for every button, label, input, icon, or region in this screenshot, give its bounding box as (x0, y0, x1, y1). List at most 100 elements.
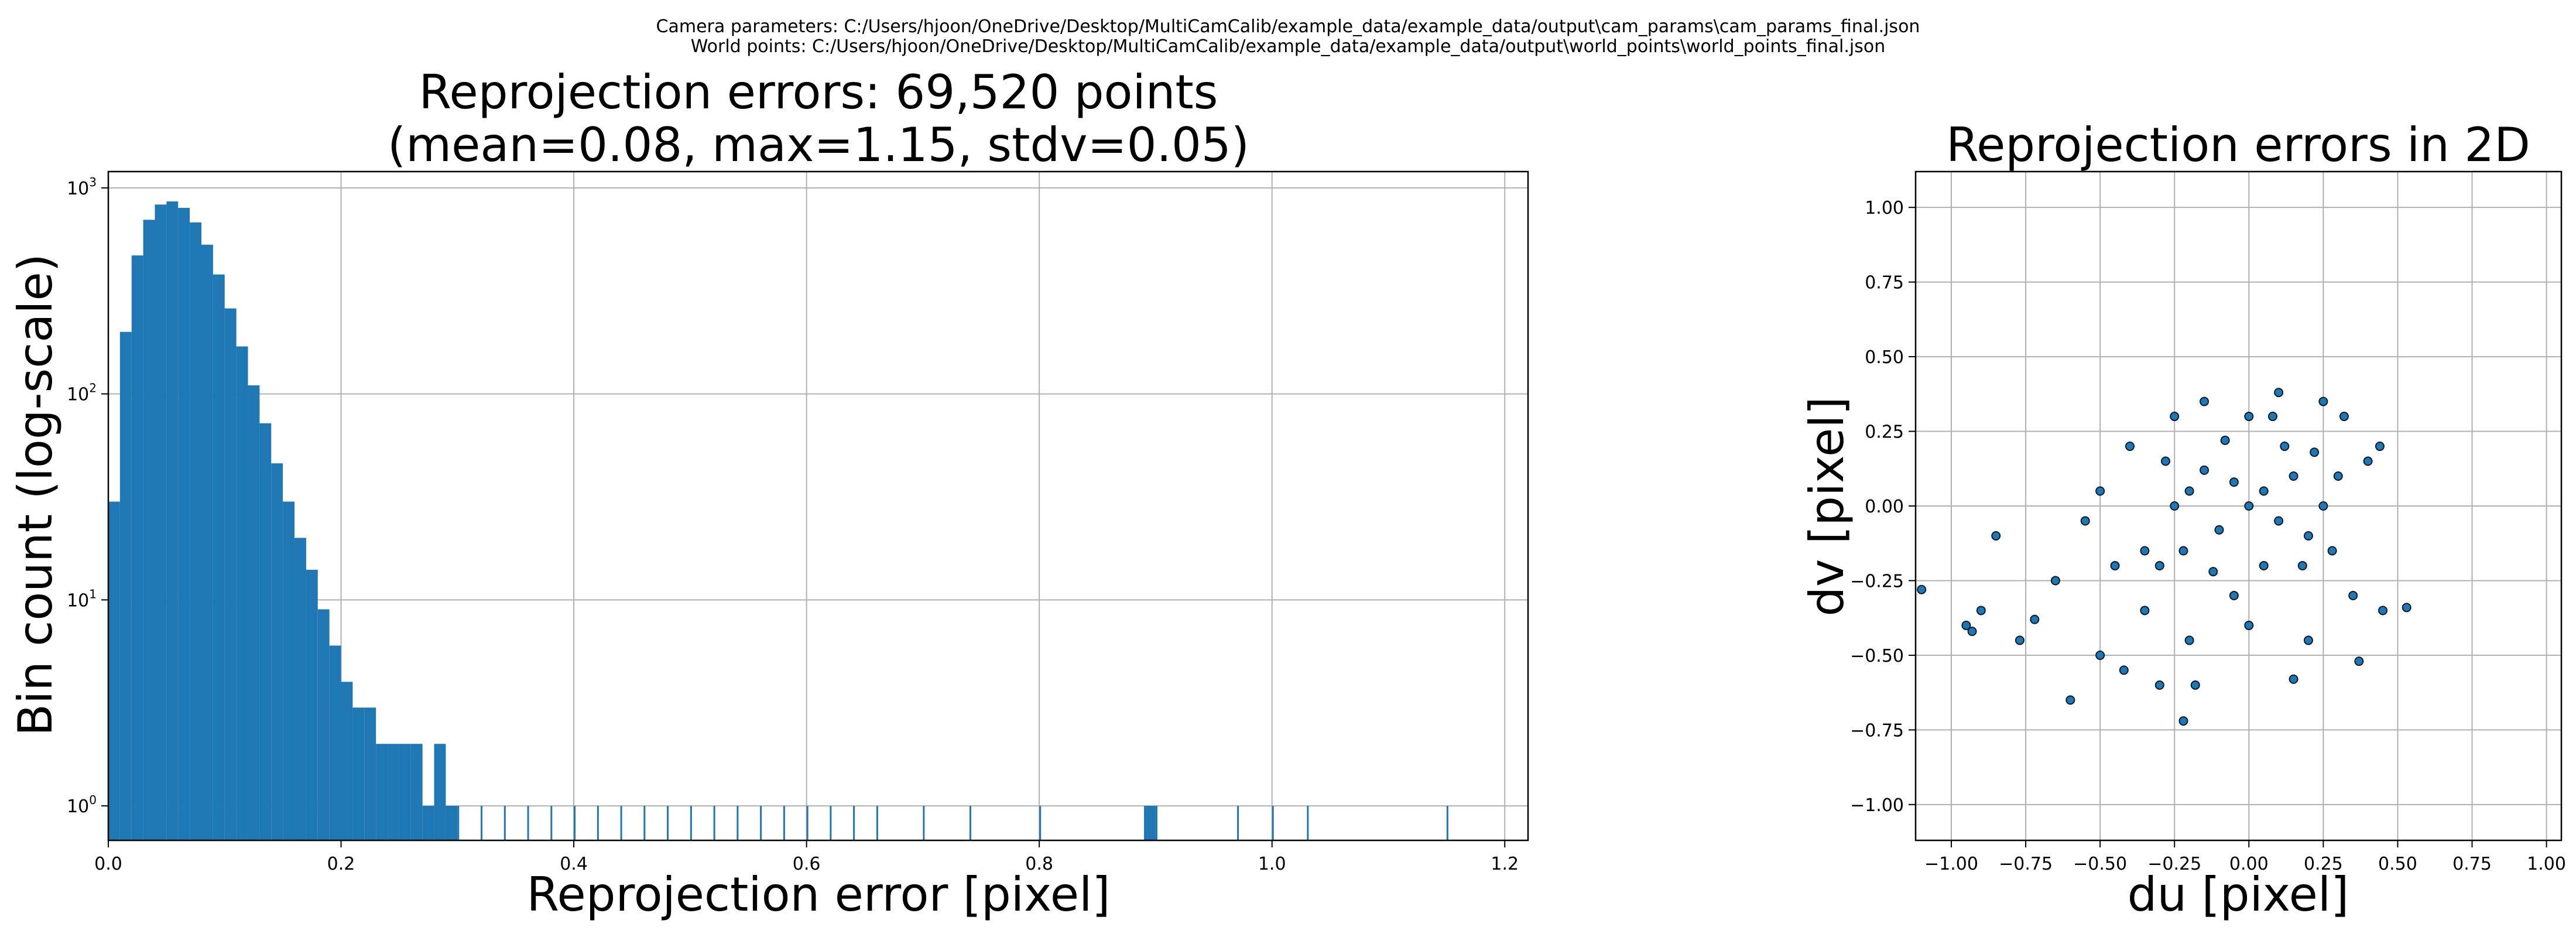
scatter-x-tick-label: −1.00 (1924, 854, 1978, 874)
scatter-point (2095, 486, 2105, 496)
scatter-y-tick-label: 0.00 (1865, 497, 1904, 517)
scatter-point (2119, 665, 2129, 675)
scatter-point (1991, 531, 2001, 541)
scatter-point (2190, 680, 2200, 690)
histogram-bar (667, 806, 669, 840)
scatter-point (1961, 620, 1971, 630)
scatter-point (1967, 627, 1977, 637)
histogram-bar (329, 645, 341, 840)
histogram-bar (317, 609, 330, 840)
histogram-bar (341, 682, 353, 840)
scatter-point (2318, 501, 2328, 511)
scatter-x-tick-label: 0.75 (2452, 854, 2492, 874)
scatter-x-tick-label: 0.25 (2304, 854, 2343, 874)
histogram-bar (259, 423, 272, 840)
histogram-y-tick-label: 101 (67, 587, 97, 611)
scatter-point (2095, 650, 2105, 660)
scatter-point (2154, 560, 2164, 570)
world-points-path: World points: C:/Users/hjoon/OneDrive/De… (690, 36, 1886, 57)
scatter-point (2229, 590, 2239, 600)
scatter-point (2154, 680, 2164, 690)
histogram-x-tick-label: 1.2 (1491, 854, 1519, 874)
histogram-bar (201, 244, 213, 840)
scatter-point (2375, 442, 2385, 452)
histogram-bar (1446, 806, 1448, 840)
scatter-point (2289, 471, 2298, 481)
scatter-x-tick-label: −0.50 (2073, 854, 2127, 874)
histogram-bar (306, 569, 318, 840)
histogram-bar (527, 806, 529, 840)
scatter-point (2184, 486, 2194, 496)
histogram-bar (283, 501, 295, 840)
histogram-bar (1039, 806, 1042, 840)
histogram-bar (213, 274, 225, 840)
histogram-bar (1155, 806, 1157, 840)
scatter-point (2160, 456, 2170, 466)
histogram-bar (1307, 806, 1309, 840)
scatter-y-tick-label: 1.00 (1865, 198, 1904, 218)
scatter-point (2200, 396, 2210, 406)
histogram-bar (550, 806, 553, 840)
histogram-x-axis-label: Reprojection error [pixel] (526, 867, 1110, 922)
histogram-bar (236, 346, 248, 840)
scatter-point (2030, 614, 2040, 624)
scatter-y-tick-label: 0.25 (1865, 422, 1904, 443)
histogram-bar (224, 308, 237, 840)
histogram-x-tick-label: 1.0 (1258, 854, 1286, 874)
scatter-point (2244, 620, 2254, 630)
histogram-bar (155, 204, 167, 841)
scatter-point (2259, 560, 2269, 570)
scatter-point (2170, 412, 2180, 422)
histogram-bar (1237, 806, 1239, 840)
scatter-point (2402, 603, 2411, 613)
histogram-x-tick-label: 0.0 (94, 854, 122, 874)
histogram-bar (806, 806, 809, 840)
histogram-bar (376, 744, 388, 840)
scatter-point (2354, 656, 2364, 666)
histogram-bar (923, 806, 925, 840)
scatter-x-tick-label: −0.75 (1999, 854, 2053, 874)
scatter-point (2229, 477, 2239, 487)
histogram-bar (760, 806, 762, 840)
scatter-x-tick-label: −0.25 (2147, 854, 2201, 874)
scatter-point (2327, 546, 2337, 556)
scatter-x-tick-label: 1.00 (2527, 854, 2566, 874)
scatter-point (2208, 567, 2218, 577)
scatter-point (2280, 442, 2290, 452)
histogram-bars (108, 201, 1448, 841)
scatter-point (2244, 412, 2254, 422)
histogram-bar (271, 463, 283, 840)
scatter-point (2363, 456, 2373, 466)
histogram-bar (597, 806, 599, 840)
histogram-bar (783, 806, 785, 840)
histogram-y-axis-label: Bin count (log-scale) (8, 254, 63, 736)
histogram-x-tick-label: 0.4 (560, 854, 588, 874)
histogram-bar (410, 744, 423, 840)
histogram-frame (107, 170, 1529, 842)
histogram-bar (352, 707, 365, 840)
scatter-point (2339, 412, 2349, 422)
scatter-point (2140, 546, 2150, 556)
histogram-bar (119, 331, 132, 840)
scatter-point (2274, 388, 2284, 398)
histogram-bar (481, 806, 483, 840)
scatter-y-tick-label: 0.50 (1865, 347, 1904, 368)
histogram-bar (108, 501, 120, 840)
scatter-x-axis-label: du [pixel] (2128, 867, 2349, 922)
scatter-point (2289, 674, 2298, 684)
histogram-bar (399, 744, 411, 840)
scatter-points (1917, 388, 2411, 726)
histogram-bar (1144, 806, 1156, 840)
histogram-bar (166, 201, 179, 841)
scatter-title: Reprojection errors in 2D (1946, 118, 2530, 172)
scatter-point (2110, 560, 2120, 570)
histogram-bar (248, 385, 260, 840)
histogram-bar (620, 806, 622, 840)
scatter-point (2303, 531, 2313, 541)
scatter-point (2310, 447, 2320, 457)
scatter-point (2378, 606, 2388, 615)
scatter-point (2200, 465, 2210, 475)
histogram-title: Reprojection errors: 69,520 points (419, 65, 1218, 119)
scatter-point (2140, 606, 2150, 615)
histogram-bar (294, 538, 306, 840)
